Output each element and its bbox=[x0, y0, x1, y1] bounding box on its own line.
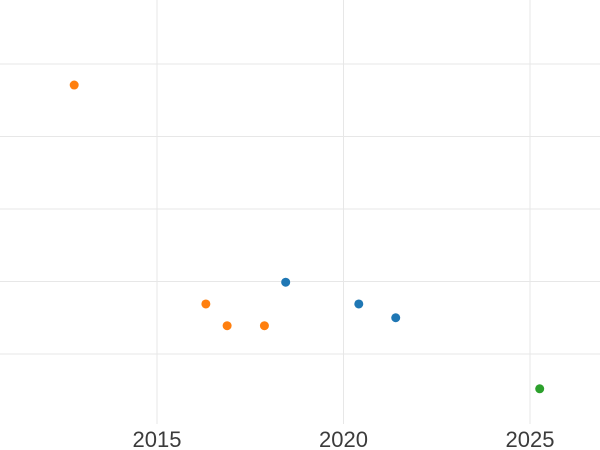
data-point-green bbox=[535, 384, 545, 394]
data-point-blue bbox=[354, 299, 364, 309]
data-point-orange bbox=[259, 321, 269, 331]
data-point-orange bbox=[201, 299, 211, 309]
data-point-orange bbox=[222, 321, 232, 331]
data-point-blue bbox=[281, 277, 291, 287]
x-tick-label: 2020 bbox=[319, 427, 368, 450]
x-tick-label: 2025 bbox=[506, 427, 555, 450]
x-tick-label: 2015 bbox=[133, 427, 182, 450]
data-point-blue bbox=[391, 313, 401, 323]
data-point-orange bbox=[69, 80, 79, 90]
